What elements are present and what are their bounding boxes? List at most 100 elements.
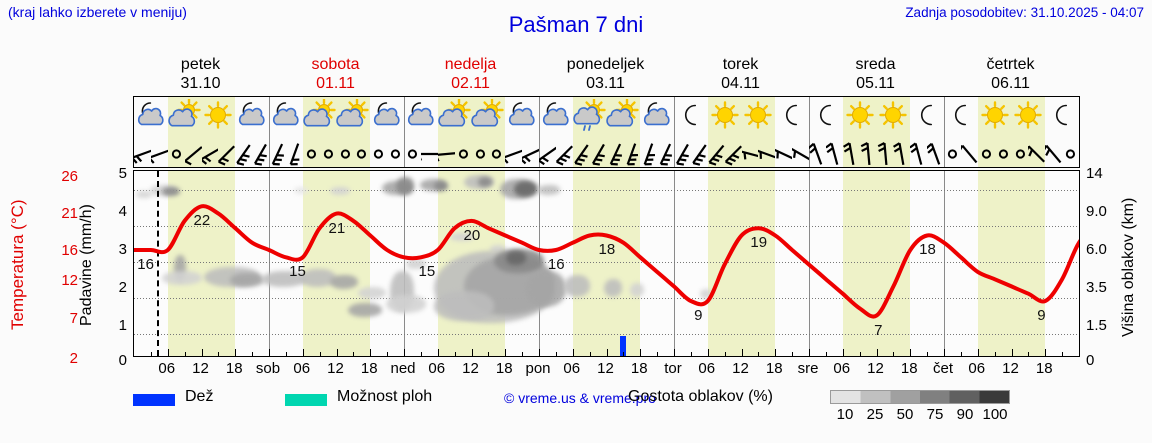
wind-barb: [183, 141, 203, 167]
moon-cloud-icon: [539, 99, 579, 139]
wind-barb: [555, 141, 573, 167]
time-tick: 06: [833, 360, 851, 377]
cloud-density-blob: [604, 279, 622, 297]
axis-tick-mark: [319, 352, 321, 356]
time-tick: 18: [495, 360, 513, 377]
current-time-line: [156, 171, 159, 356]
axis-tick-mark: [775, 349, 777, 356]
temperature-value-label: 20: [463, 226, 481, 244]
temperature-value-label: 9: [1037, 307, 1046, 324]
cloud-density-blob: [434, 181, 448, 191]
axis-tick-mark: [960, 352, 962, 356]
cloud-density-blob: [348, 303, 382, 317]
wind-barb: [909, 141, 927, 167]
day-name: ponedeljek: [566, 56, 645, 73]
sun-cloud-icon: [167, 98, 208, 139]
sun-cloud-icon: [606, 98, 646, 139]
temperature-value-label: 22: [193, 212, 211, 230]
wind-barb: [168, 141, 185, 167]
wind-barb: [488, 141, 505, 167]
temperature-line: [134, 204, 1079, 319]
axis-tick-mark: [184, 352, 186, 356]
axis-tick-mark: [336, 349, 338, 356]
day-gridline: [269, 171, 270, 356]
axis-tick-mark: [876, 349, 878, 356]
axis-tick-mark: [218, 352, 220, 356]
precipitation-tick: 1: [118, 317, 127, 334]
wind-barb: [320, 141, 337, 167]
time-tick: 06: [563, 360, 581, 377]
time-tick: tor: [664, 360, 682, 377]
wind-barb: [842, 141, 860, 167]
wind-barb: [755, 141, 778, 167]
day-header-row: petek 31.10 sobota 01.11 nedelja 02.11 ponedel…: [133, 55, 1080, 95]
axis-tick-mark: [690, 352, 692, 356]
axis-tick-mark: [269, 349, 270, 356]
wind-barb: [337, 141, 354, 167]
axis-tick-mark: [555, 352, 557, 356]
wind-barb: [640, 141, 657, 167]
forecast-plot: 162215211520161891971891911: [133, 170, 1080, 357]
daylight-stripe: [302, 171, 371, 356]
axis-tick-mark: [741, 349, 743, 356]
precipitation-bar: [620, 335, 627, 356]
cloud-height-tick: 3.5: [1086, 279, 1107, 296]
axis-tick-mark: [539, 349, 540, 356]
day-header-torek: torek 04.11: [673, 55, 808, 95]
temperature-value-label: 21: [328, 219, 346, 237]
time-tick: 06: [968, 360, 986, 377]
temperature-tick: 7: [69, 310, 78, 327]
cloud-density-blob: [358, 287, 386, 299]
cloud-density-step: 75: [926, 406, 944, 423]
time-tick: pon: [525, 360, 551, 377]
cloud-density-blob: [262, 271, 306, 287]
precipitation-axis-title: Padavine (mm/h): [78, 204, 95, 327]
moon-icon: [944, 99, 984, 139]
temperature-tick: 2: [69, 350, 78, 367]
day-name: nedelja: [444, 56, 497, 73]
copyright-label[interactable]: © vreme.us & vreme.pro: [504, 390, 656, 406]
temperature-tick: 12: [61, 272, 78, 289]
page-title: Pašman 7 dni: [508, 12, 644, 37]
day-header-sobota: sobota 01.11: [268, 55, 403, 95]
day-gridline: [404, 171, 405, 356]
cloud-density-blob: [700, 289, 712, 299]
wind-barb: [590, 141, 607, 167]
cloud-density-step: 100: [982, 406, 1008, 423]
moon-icon: [910, 99, 950, 139]
cloud-density-step: 10: [836, 406, 854, 423]
wind-barb: [455, 141, 472, 167]
axis-tick-mark: [454, 352, 456, 356]
cloud-height-tick: 6.0: [1086, 241, 1107, 258]
wind-barb: [434, 141, 458, 167]
day-date: 05.11: [856, 75, 895, 92]
rain-legend-label: Dež: [185, 388, 214, 405]
sun-icon: [1011, 99, 1051, 139]
sun-icon: [741, 99, 781, 139]
wind-barb: [893, 141, 910, 167]
time-tick: 18: [765, 360, 783, 377]
day-date: 01.11: [316, 75, 355, 92]
axis-tick-mark: [657, 352, 659, 356]
day-separator: [269, 97, 270, 167]
wind-barb: [825, 141, 843, 167]
axis-tick-mark: [370, 349, 372, 356]
day-separator: [674, 97, 675, 167]
axis-tick-mark: [640, 349, 642, 356]
wind-barb: [925, 141, 944, 167]
axis-tick-mark: [252, 352, 254, 356]
cloud-density-blob: [450, 233, 474, 241]
day-name: petek: [180, 56, 221, 73]
cloud-density-step: 90: [956, 406, 974, 423]
cloud-density-blob: [330, 187, 350, 195]
axis-tick-mark: [302, 349, 304, 356]
cloud-density-blob: [538, 185, 560, 195]
axis-tick-mark: [825, 352, 827, 356]
axis-tick-mark: [404, 349, 405, 356]
day-date: 06.11: [991, 75, 1030, 92]
precipitation-tick: 0: [118, 352, 127, 369]
day-separator: [404, 97, 405, 167]
time-tick: čet: [932, 360, 953, 377]
time-tick: 12: [1002, 360, 1019, 377]
cloud-density-blob: [564, 275, 590, 297]
